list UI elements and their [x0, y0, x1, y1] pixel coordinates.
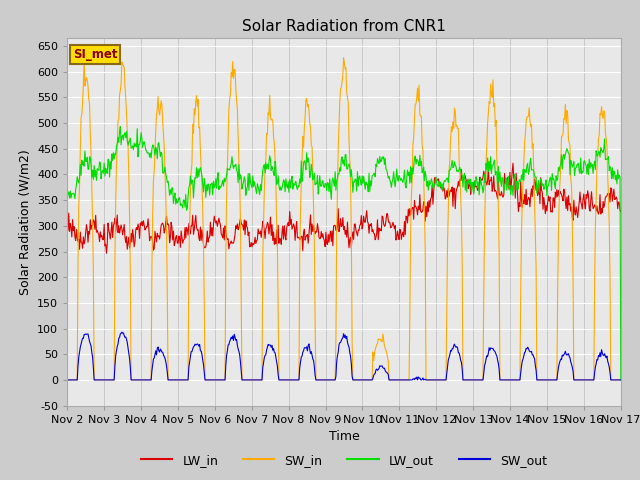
LW_in	[216, 222, 224, 228]
SW_in	[412, 101, 420, 107]
SW_in	[188, 168, 195, 174]
SW_in	[63, 377, 71, 383]
SW_out	[118, 329, 125, 335]
SW_in	[131, 377, 139, 383]
LW_in	[412, 204, 420, 210]
Line: SW_out: SW_out	[67, 332, 621, 380]
Text: SI_met: SI_met	[73, 48, 117, 60]
LW_out	[412, 161, 420, 167]
SW_in	[617, 377, 625, 383]
Line: SW_in: SW_in	[67, 58, 621, 380]
SW_in	[428, 377, 436, 383]
SW_in	[216, 377, 224, 383]
Legend: LW_in, SW_in, LW_out, SW_out: LW_in, SW_in, LW_out, SW_out	[136, 449, 552, 471]
SW_out	[74, 377, 81, 383]
SW_out	[617, 377, 625, 383]
LW_in	[188, 223, 195, 228]
LW_in	[102, 251, 110, 256]
LW_in	[74, 235, 81, 240]
LW_in	[509, 160, 517, 166]
LW_out	[216, 185, 224, 191]
SW_out	[412, 376, 420, 382]
Line: LW_in: LW_in	[67, 163, 621, 253]
LW_out	[617, 377, 625, 383]
Line: LW_out: LW_out	[67, 127, 621, 380]
LW_out	[63, 185, 71, 191]
LW_out	[116, 124, 124, 130]
SW_out	[216, 377, 224, 383]
SW_out	[428, 377, 436, 383]
LW_out	[131, 144, 139, 149]
LW_in	[617, 209, 625, 215]
SW_out	[188, 349, 195, 355]
Title: Solar Radiation from CNR1: Solar Radiation from CNR1	[242, 20, 446, 35]
Y-axis label: Solar Radiation (W/m2): Solar Radiation (W/m2)	[19, 149, 31, 295]
LW_in	[428, 182, 436, 188]
LW_out	[74, 174, 81, 180]
LW_in	[63, 218, 71, 224]
LW_out	[428, 179, 436, 185]
LW_in	[131, 239, 139, 244]
SW_out	[63, 377, 71, 383]
SW_in	[80, 55, 88, 60]
LW_out	[188, 181, 195, 187]
X-axis label: Time: Time	[328, 430, 360, 443]
SW_in	[74, 377, 81, 383]
SW_out	[131, 377, 139, 383]
